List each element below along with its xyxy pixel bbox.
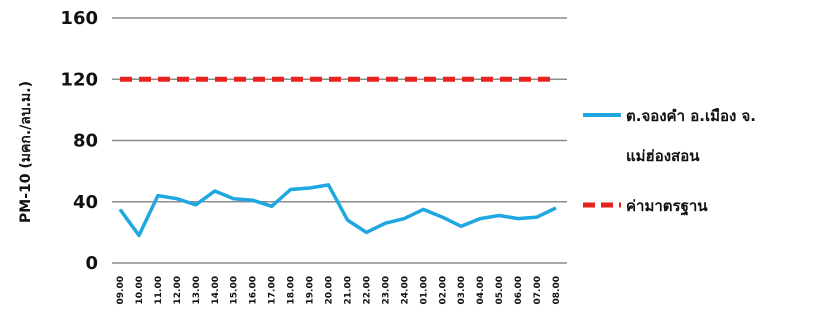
gridlines: [112, 17, 567, 264]
x-tick-label: 24.00: [400, 276, 410, 304]
x-tick-label: 14.00: [211, 276, 221, 304]
y-tick-label: 0: [85, 253, 98, 274]
x-tick-label: 15.00: [230, 276, 240, 304]
y-tick-label: 40: [73, 192, 98, 213]
x-tick-label: 11.00: [154, 276, 164, 304]
x-tick-label: 21.00: [343, 276, 353, 304]
x-tick-label: 04.00: [476, 276, 486, 304]
x-tick-label: 17.00: [268, 276, 278, 304]
x-tick-label: 02.00: [438, 276, 448, 304]
x-axis-ticks: 09.00 10.00 11.00 12.00 13.00 14.00 15.00 16.00…: [116, 276, 562, 304]
x-tick-label: 03.00: [457, 276, 467, 304]
x-tick-label: 18.00: [287, 276, 297, 304]
x-tick-label: 13.00: [192, 276, 202, 304]
x-tick-label: 12.00: [173, 276, 183, 304]
y-tick-label: 80: [73, 131, 98, 152]
x-tick-label: 23.00: [381, 276, 391, 304]
series-line-station: [118, 183, 557, 238]
x-tick-label: 08.00: [552, 276, 562, 304]
x-tick-label: 10.00: [135, 276, 145, 304]
x-tick-label: 01.00: [419, 276, 429, 304]
x-tick-label: 05.00: [495, 276, 505, 304]
x-tick-label: 07.00: [533, 276, 543, 304]
x-tick-label: 16.00: [249, 276, 259, 304]
x-tick-label: 20.00: [325, 276, 335, 304]
y-axis-ticks: 0 40 80 120 160: [60, 8, 98, 274]
x-tick-label: 19.00: [306, 276, 316, 304]
legend-label-station: ต.จองคำ อ.เมือง จ.แม่ฮ่องสอน: [626, 107, 756, 165]
y-tick-label: 120: [60, 69, 98, 90]
y-axis-label: PM-10 (มคก./ลบ.ม.): [18, 81, 34, 223]
legend-label-standard: ค่ามาตรฐาน: [626, 197, 708, 216]
x-tick-label: 22.00: [362, 276, 372, 304]
x-tick-label: 09.00: [116, 276, 126, 304]
x-tick-label: 06.00: [514, 276, 524, 304]
y-tick-label: 160: [60, 8, 98, 29]
series-lines: [118, 76, 557, 238]
